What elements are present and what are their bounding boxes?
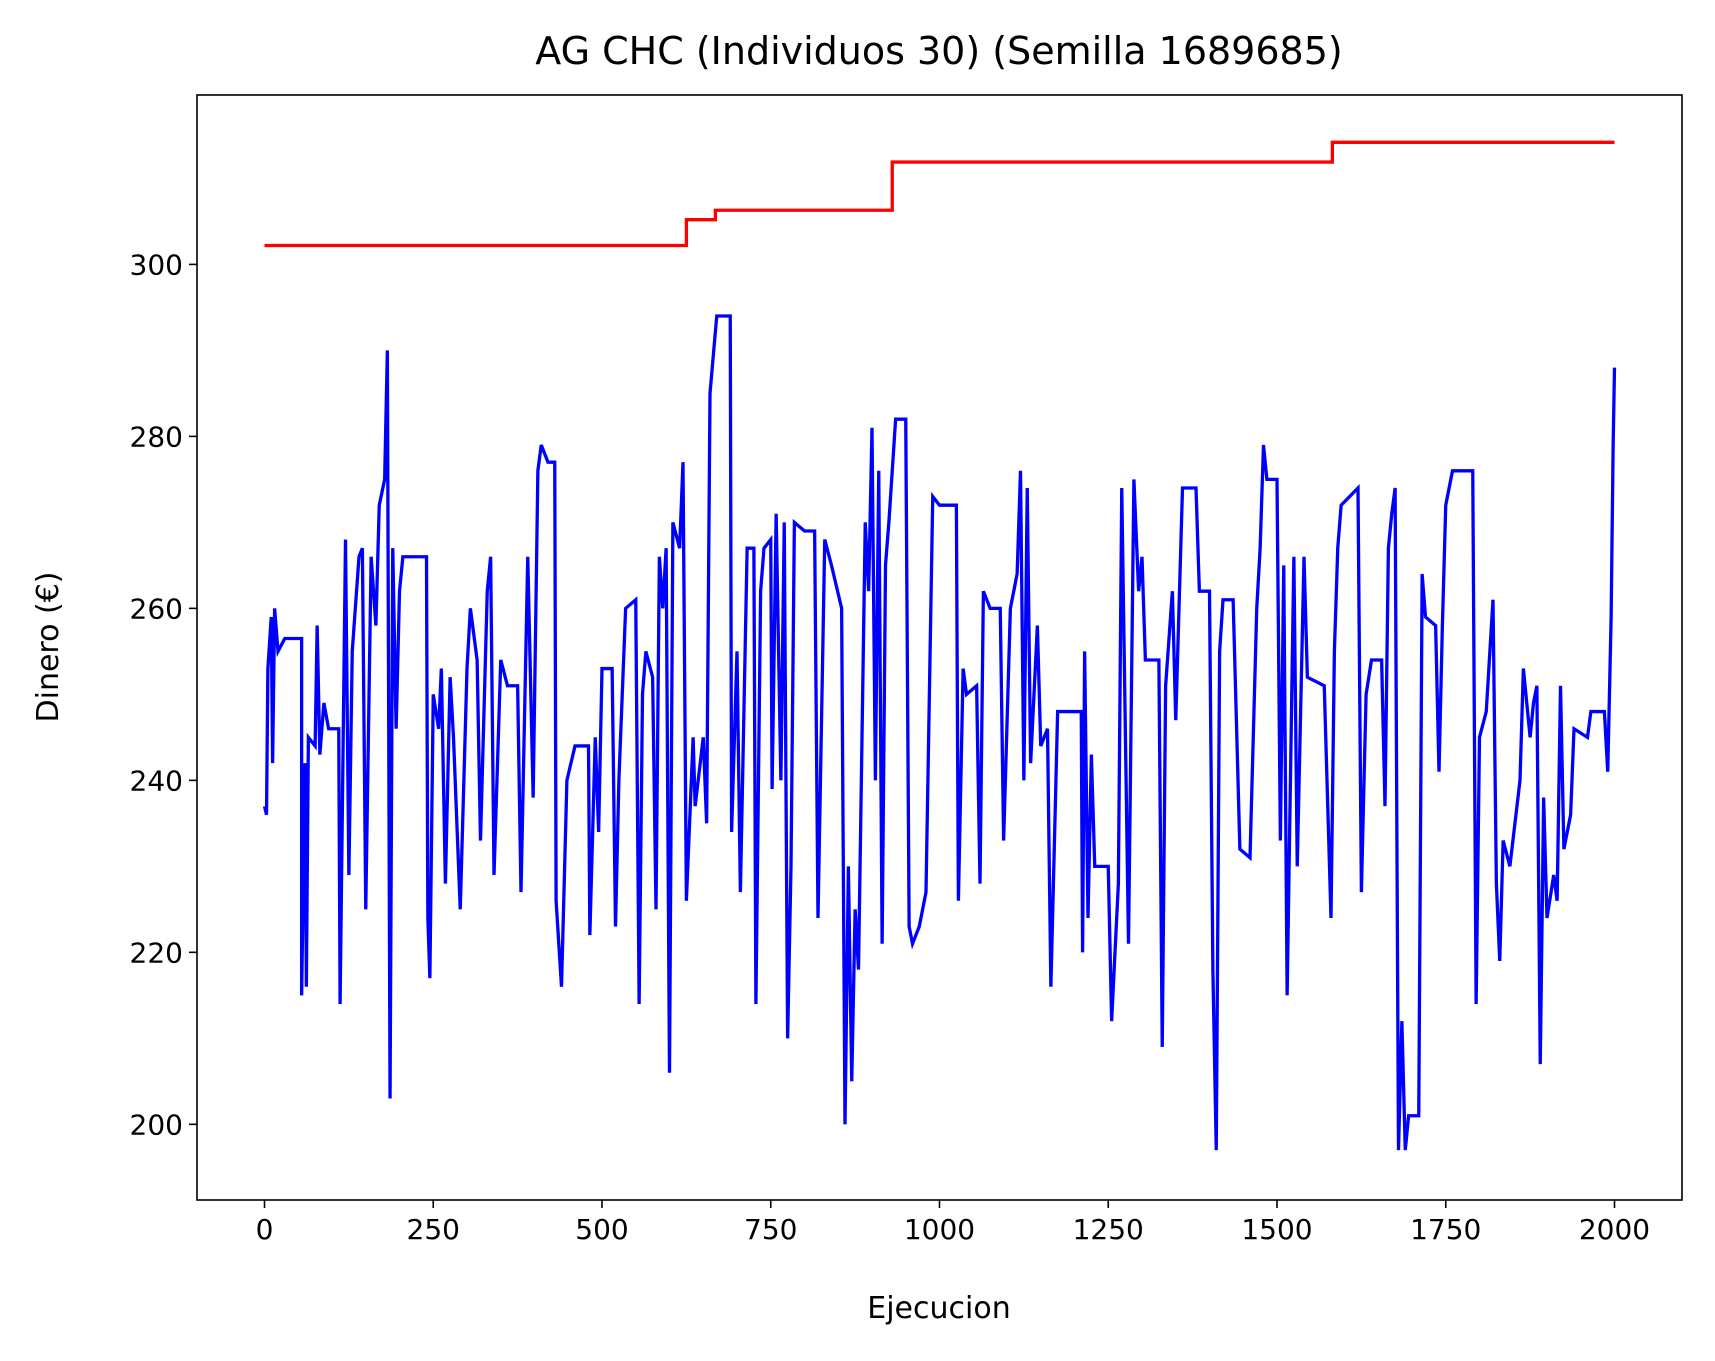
y-tick-label: 240	[130, 764, 183, 797]
plot-frame	[196, 94, 1683, 1201]
y-tick-label: 280	[130, 420, 183, 453]
y-tick-label: 300	[130, 248, 183, 281]
y-tick-label: 200	[130, 1108, 183, 1141]
x-axis-label: Ejecucion	[867, 1291, 1010, 1326]
x-tick-label: 500	[575, 1213, 628, 1246]
x-tick-label: 750	[744, 1213, 797, 1246]
chart-title: AG CHC (Individuos 30) (Semilla 1689685)	[535, 29, 1342, 73]
x-tick-label: 0	[256, 1213, 274, 1246]
data-line	[264, 140, 1615, 248]
x-tick-label: 250	[407, 1213, 460, 1246]
x-tick-label: 2000	[1579, 1213, 1650, 1246]
x-tick-label: 1250	[1073, 1213, 1144, 1246]
y-axis-label: Dinero (€)	[31, 572, 66, 723]
x-tick-label: 1750	[1410, 1213, 1481, 1246]
y-tick-label: 260	[130, 592, 183, 625]
y-tick-label: 220	[130, 936, 183, 969]
x-tick-label: 1500	[1241, 1213, 1312, 1246]
data-line	[262, 314, 1617, 1151]
x-tick-label: 1000	[904, 1213, 975, 1246]
